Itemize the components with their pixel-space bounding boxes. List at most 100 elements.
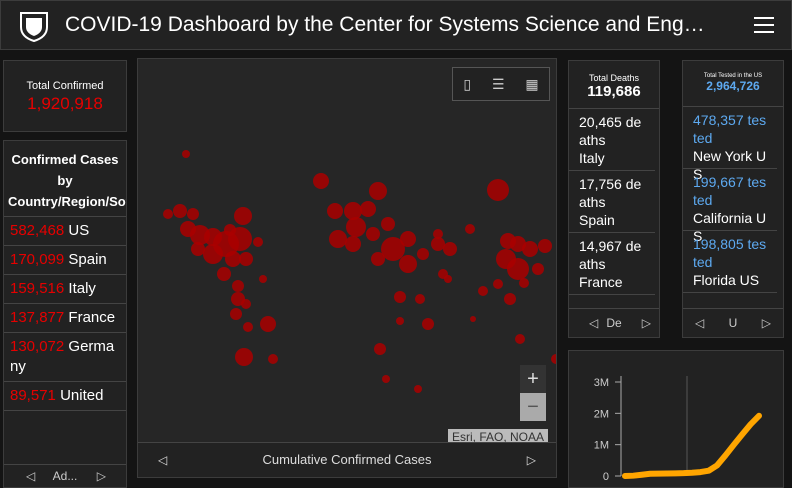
name: France — [68, 309, 116, 326]
map[interactable]: ▯ ☰ ▦ + − Esri, FAO, NOAA ◁ Cumulative Confi… — [137, 58, 557, 478]
case-bubble — [344, 202, 362, 220]
unit: deaths — [579, 176, 642, 210]
header: COVID-19 Dashboard by the Center for Sys… — [0, 0, 792, 50]
list-item: 478,357 tested New York US — [683, 107, 777, 182]
case-bubble — [230, 308, 242, 320]
label: Total Confirmed — [26, 80, 104, 92]
confirmed-list: Confirmed Cases by Country/Region/Sovere… — [3, 140, 127, 488]
case-bubble — [371, 252, 385, 266]
value-line: 478,357 tested — [693, 111, 767, 147]
name: Italy — [579, 150, 605, 166]
case-bubble — [431, 237, 445, 251]
case-bubble — [346, 217, 366, 237]
legend-button[interactable]: ☰ — [491, 75, 505, 92]
y-tick-label: 0 — [603, 471, 609, 483]
case-bubble — [551, 354, 556, 364]
value: 2,964,726 — [706, 79, 760, 93]
name: Spain — [68, 251, 107, 268]
case-bubble — [259, 275, 267, 283]
menu-button[interactable] — [753, 15, 775, 35]
case-bubble — [414, 385, 422, 393]
case-bubble — [313, 173, 329, 189]
map-footer: ◁ Cumulative Confirmed Cases ▷ — [138, 442, 556, 477]
unit: deaths — [579, 114, 642, 148]
case-bubble — [381, 217, 395, 231]
tabs: ◁ De ▷ — [569, 308, 659, 337]
name: US — [68, 222, 90, 239]
zoom: + − — [520, 365, 546, 421]
case-bubble — [217, 267, 231, 281]
case-bubble — [515, 334, 525, 344]
case-bubble — [493, 279, 503, 289]
map-toolbar: ▯ ☰ ▦ — [452, 67, 550, 101]
value-line: 199,667 tested — [693, 173, 767, 209]
case-bubble — [243, 322, 253, 332]
list-item: 159,516 Italy — [4, 275, 126, 304]
tabs: ◁ Ad... ▷ — [4, 464, 126, 487]
y-tick-label: 3M — [594, 377, 609, 389]
case-bubble — [268, 354, 278, 364]
value: 89,571 — [10, 387, 56, 404]
list-item: 17,756 deaths Spain — [569, 171, 655, 233]
case-bubble — [396, 317, 404, 325]
zoom-in[interactable]: + — [527, 368, 539, 390]
value: 582,468 — [10, 222, 65, 239]
y-tick-label: 2M — [594, 408, 609, 420]
value-line: 14,967 deaths — [579, 237, 645, 273]
tabs: ◁ U ▷ — [683, 308, 783, 337]
tab-label[interactable]: De — [606, 316, 622, 330]
case-bubble — [381, 237, 405, 261]
deaths-panel: Total Deaths 119,686 20,465 deaths Italy 17… — [568, 60, 660, 338]
value: 20,465 — [579, 114, 622, 130]
unit: tested — [693, 112, 767, 146]
name: Italy — [68, 280, 96, 297]
tab-label[interactable]: U — [728, 316, 738, 330]
case-bubble — [394, 291, 406, 303]
list-item: 170,099 Spain — [4, 246, 126, 275]
bookmark-button[interactable]: ▯ — [463, 75, 472, 92]
list-title: Confirmed Cases by Country/Region/Sovere… — [4, 141, 126, 217]
case-bubble — [239, 252, 253, 266]
label: Total Deaths — [588, 73, 640, 83]
list-item: 20,465 deaths Italy — [569, 109, 655, 171]
value: 17,756 — [579, 176, 622, 192]
case-bubble — [232, 280, 244, 292]
case-bubble — [538, 239, 552, 253]
value: 198,805 — [693, 236, 744, 252]
map-canvas — [163, 150, 556, 393]
case-bubble — [187, 208, 199, 220]
value-line: 17,756 deaths — [579, 175, 645, 211]
name: France — [579, 274, 623, 290]
case-bubble — [433, 229, 443, 239]
list-items: 20,465 deaths Italy 17,756 deaths Spain 14,9… — [569, 109, 655, 295]
tab-label[interactable]: Ad... — [52, 469, 78, 483]
case-bubble — [444, 275, 452, 283]
case-bubble — [465, 224, 475, 234]
list-item: 89,571 United — [4, 382, 126, 411]
case-bubble — [487, 179, 509, 201]
case-bubble — [191, 242, 205, 256]
title: COVID-19 Dashboard by the Center for Sys… — [65, 13, 705, 36]
case-bubble — [478, 286, 488, 296]
case-bubble — [532, 263, 544, 275]
case-bubble — [163, 209, 173, 219]
chart: 0 1M 2M 3M — [594, 376, 762, 483]
case-bubble — [203, 244, 223, 264]
list-items: 582,468 US 170,099 Spain 159,516 Italy 137,… — [4, 217, 126, 411]
case-bubble — [504, 293, 516, 305]
value: 119,686 — [587, 83, 641, 100]
value: 130,072 — [10, 338, 65, 355]
case-bubble — [235, 348, 253, 366]
value: 1,920,918 — [27, 94, 103, 113]
case-bubble — [329, 230, 347, 248]
case-bubble — [422, 318, 434, 330]
case-bubble — [224, 224, 236, 236]
name: United — [60, 387, 104, 404]
label: Total Tested in the US — [703, 73, 763, 79]
list-item: 199,667 tested California US — [683, 169, 777, 244]
zoom-out[interactable]: − — [520, 393, 546, 421]
basemap-button[interactable]: ▦ — [525, 75, 539, 92]
case-bubble — [399, 255, 417, 273]
value: 14,967 — [579, 238, 622, 254]
